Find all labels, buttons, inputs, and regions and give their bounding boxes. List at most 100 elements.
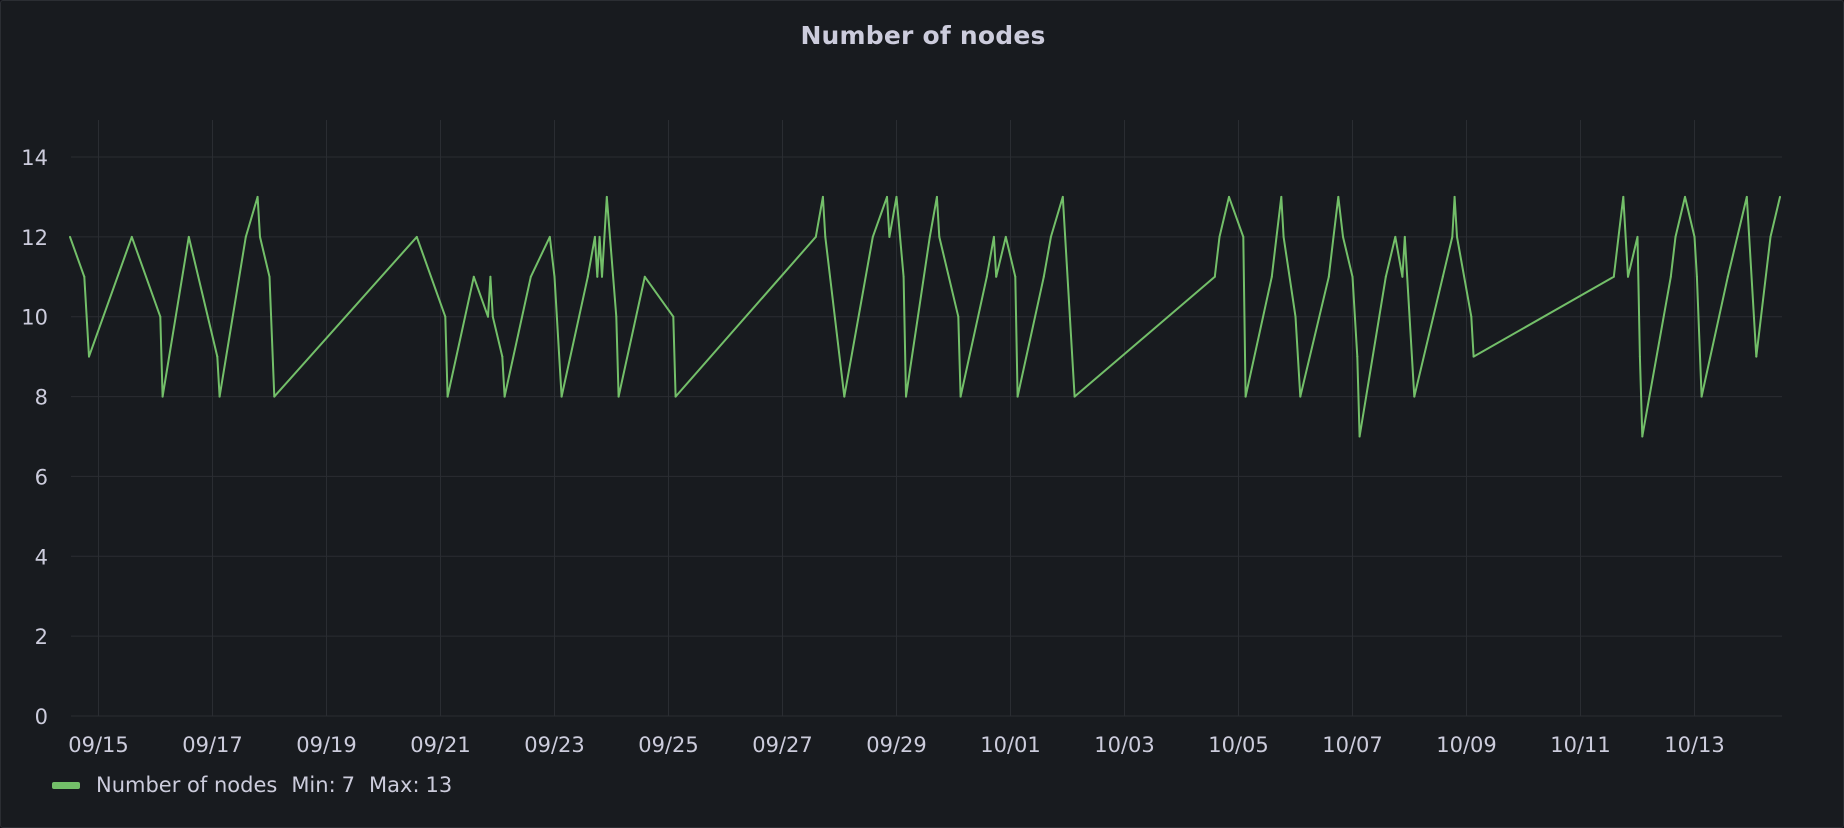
data-point [1622, 195, 1625, 198]
data-point [985, 275, 988, 278]
data-point [130, 235, 133, 238]
data-point [1244, 395, 1247, 398]
data-point [1061, 195, 1064, 198]
data-point [1674, 235, 1677, 238]
data-point [1351, 275, 1354, 278]
data-point [415, 235, 418, 238]
data-point [501, 355, 504, 358]
legend-color-swatch [52, 781, 80, 789]
x-tick-label: 09/29 [866, 733, 927, 757]
data-point [161, 395, 164, 398]
data-point [1401, 275, 1404, 278]
data-point [886, 195, 888, 198]
x-tick-label: 10/11 [1550, 733, 1611, 757]
data-point [1769, 235, 1772, 238]
legend-max-label: Max: [369, 773, 420, 797]
data-point [1014, 275, 1017, 278]
data-point [843, 395, 846, 398]
y-axis-labels: 0 2 4 6 8 10 12 14 [21, 146, 48, 729]
data-point [596, 275, 599, 278]
x-tick-label: 10/03 [1094, 733, 1155, 757]
data-point [1337, 195, 1340, 198]
data-point [1358, 435, 1361, 438]
x-gridlines [98, 120, 1695, 716]
y-tick-label: 0 [35, 705, 48, 729]
x-tick-label: 09/27 [752, 733, 813, 757]
data-point [1451, 235, 1454, 238]
data-point [888, 235, 891, 238]
data-point [218, 395, 221, 398]
data-point [1641, 435, 1644, 438]
y-tick-label: 4 [35, 545, 48, 569]
data-point [598, 235, 601, 238]
data-point [1213, 275, 1216, 278]
data-point [503, 395, 506, 398]
legend-series-name[interactable]: Number of nodes [96, 773, 278, 797]
data-point [1695, 275, 1698, 278]
series-line-number-of-nodes[interactable] [69, 195, 1781, 438]
data-point [244, 235, 247, 238]
data-point [995, 275, 998, 278]
data-point [1218, 235, 1221, 238]
data-point [268, 275, 271, 278]
data-point [1456, 235, 1458, 238]
data-point [905, 395, 907, 398]
data-point [1042, 275, 1045, 278]
data-point [1228, 195, 1230, 198]
y-gridlines [71, 156, 1782, 717]
series-points [69, 195, 1781, 438]
x-tick-label: 09/25 [638, 733, 699, 757]
data-point [895, 195, 898, 198]
data-point [603, 235, 606, 238]
data-point [1242, 235, 1245, 238]
y-tick-label: 2 [35, 625, 48, 649]
data-point [1394, 235, 1397, 238]
data-point [1332, 235, 1335, 238]
data-point [824, 235, 827, 238]
data-point [1384, 275, 1387, 278]
x-tick-label: 10/05 [1208, 733, 1269, 757]
data-point [1627, 275, 1629, 278]
data-point [992, 235, 995, 238]
data-point [617, 395, 620, 398]
data-point [957, 315, 960, 318]
y-tick-label: 10 [21, 306, 48, 330]
data-point [1453, 195, 1456, 198]
data-point [1016, 395, 1019, 398]
y-tick-label: 6 [35, 465, 48, 489]
data-point [1073, 395, 1076, 398]
data-point [259, 235, 261, 238]
data-point [928, 235, 931, 238]
x-tick-label: 09/21 [410, 733, 471, 757]
x-tick-label: 10/01 [980, 733, 1041, 757]
data-point [1745, 195, 1748, 198]
data-point [1299, 395, 1302, 398]
legend[interactable]: Number of nodes Min: 7 Max: 13 [52, 770, 452, 800]
data-point [69, 235, 71, 238]
data-point [1736, 235, 1739, 238]
data-point [1282, 235, 1285, 238]
x-axis-labels: 09/15 09/17 09/19 09/21 09/23 09/25 09/27 09/29… [68, 733, 1725, 757]
data-point [1294, 315, 1297, 318]
data-point [553, 275, 556, 278]
data-point [959, 395, 962, 398]
y-tick-label: 8 [35, 386, 48, 410]
data-point [487, 315, 489, 318]
x-tick-label: 10/09 [1436, 733, 1497, 757]
data-point [88, 355, 90, 358]
data-point [593, 235, 596, 238]
data-point [672, 315, 675, 318]
data-point [1270, 275, 1273, 278]
data-point [674, 395, 677, 398]
data-point [529, 275, 532, 278]
data-point [814, 235, 817, 238]
x-tick-label: 09/17 [182, 733, 243, 757]
data-point [560, 395, 563, 398]
legend-max-value: 13 [425, 773, 453, 797]
x-tick-label: 10/13 [1664, 733, 1725, 757]
data-point [159, 315, 162, 318]
data-point [1726, 275, 1729, 278]
panel-title[interactable]: Number of nodes [800, 21, 1046, 50]
